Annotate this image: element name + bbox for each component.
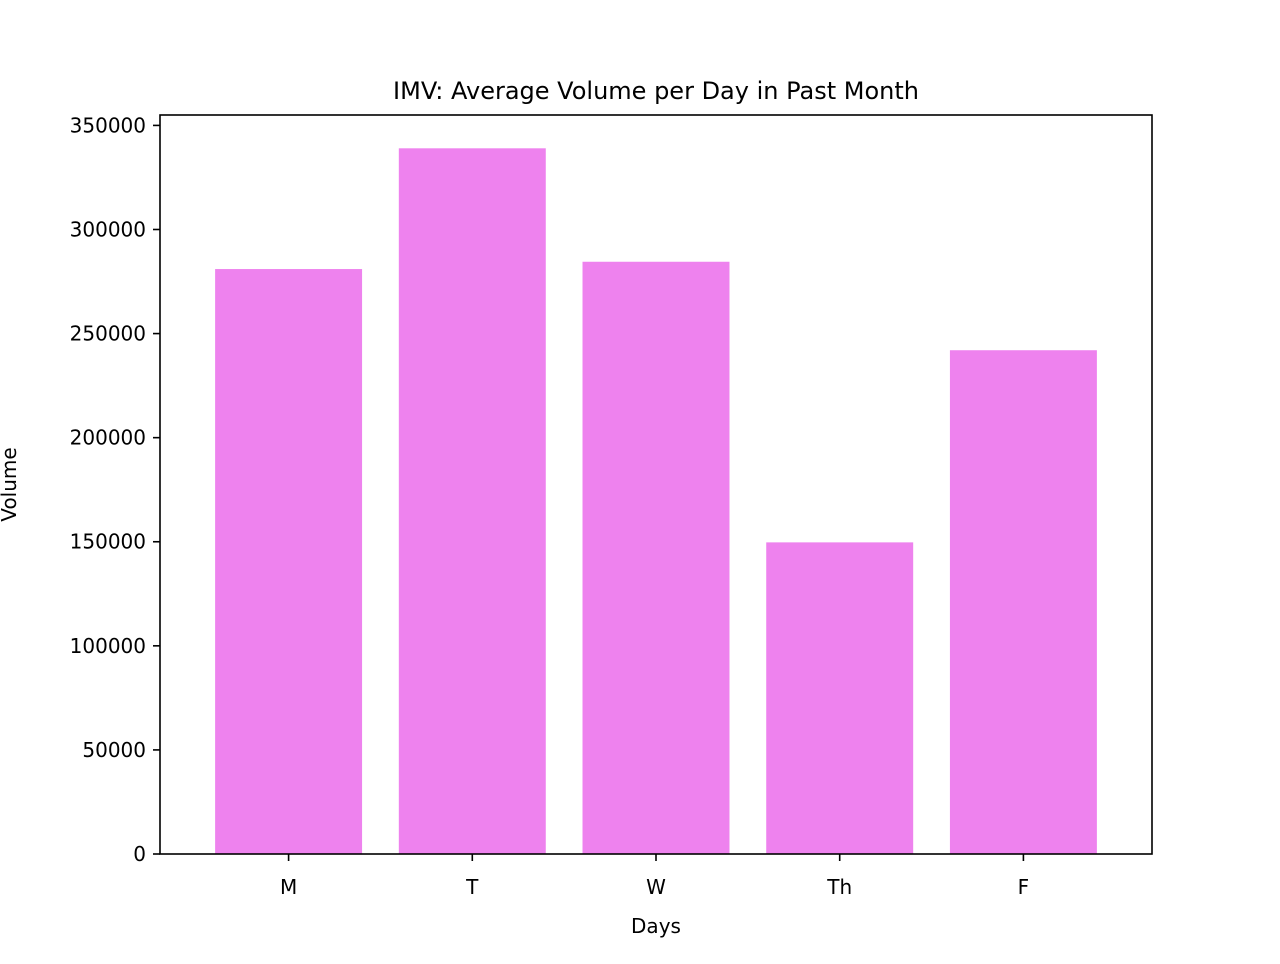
bar-th [766,542,914,854]
x-axis-ticks: M T W Th F [280,854,1029,899]
y-tick-label: 200000 [70,426,146,450]
y-tick-label: 350000 [70,113,146,137]
x-tick-label: M [280,875,297,899]
y-tick-label: 250000 [70,322,146,346]
chart-title: IMV: Average Volume per Day in Past Mont… [393,77,919,105]
y-tick-label: 0 [133,842,146,866]
x-tick-label: T [465,875,479,899]
bar-f [949,350,1097,854]
bar-w [582,261,730,854]
x-axis-label: Days [631,914,681,938]
bar-t [398,148,546,855]
x-tick-label: F [1018,875,1030,899]
y-tick-label: 50000 [82,738,146,762]
y-tick-label: 300000 [70,217,146,241]
y-axis-ticks: 0 50000 100000 150000 200000 250000 300000 3500… [70,113,160,866]
x-tick-label: Th [826,875,852,899]
y-axis-label: Volume [0,447,21,521]
bar-m [215,269,363,855]
y-tick-label: 100000 [70,634,146,658]
plot-frame [159,114,1153,855]
bars-group [215,148,1097,855]
y-tick-label: 150000 [70,530,146,554]
x-tick-label: W [646,875,666,899]
